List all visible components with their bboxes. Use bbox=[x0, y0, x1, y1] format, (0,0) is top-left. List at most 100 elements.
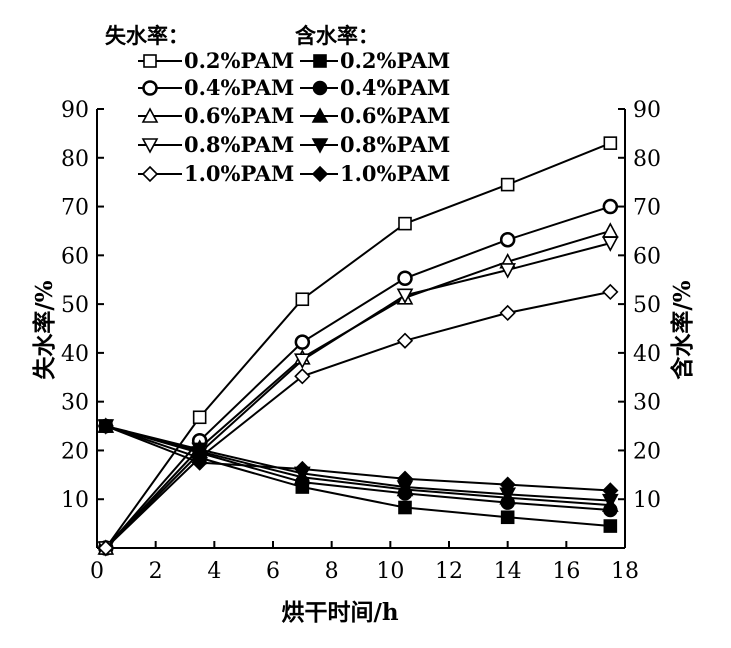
legend-item: 0.4%PAM bbox=[138, 75, 294, 100]
marker-square bbox=[313, 54, 327, 68]
x-tick-label: 4 bbox=[207, 559, 221, 584]
y-tick-label-right: 20 bbox=[633, 439, 661, 464]
marker-square bbox=[500, 510, 515, 525]
marker-square bbox=[143, 54, 157, 68]
y-tick-label-right: 90 bbox=[633, 98, 661, 123]
x-tick-label: 14 bbox=[494, 559, 522, 584]
series-line bbox=[104, 142, 611, 549]
marker-diamond bbox=[294, 368, 311, 385]
x-axis-label: 烘干时间/h bbox=[281, 599, 398, 626]
y-tick-label-left: 80 bbox=[61, 147, 89, 172]
marker-circle bbox=[602, 198, 619, 215]
legend-item: 1.0%PAM bbox=[300, 161, 450, 186]
marker-triangle-down bbox=[311, 138, 329, 154]
y-tick-label-right: 60 bbox=[633, 244, 661, 269]
marker-diamond bbox=[602, 482, 619, 499]
legend-item: 0.4%PAM bbox=[300, 75, 450, 100]
axes: 0 2 4 6 8 10 12 14 16 18 10 20 30 40 50 60 70 80 90 10 20 30 4… bbox=[61, 98, 661, 584]
legend-label: 0.4%PAM bbox=[184, 75, 294, 100]
legend-label: 0.4%PAM bbox=[340, 75, 450, 100]
y-tick-label-left: 30 bbox=[61, 391, 89, 416]
legend-item: 0.8%PAM bbox=[300, 132, 450, 157]
series-line bbox=[105, 425, 611, 528]
legend-label: 0.2%PAM bbox=[340, 48, 450, 73]
y-tick-label-right: 30 bbox=[633, 391, 661, 416]
legend-item: 0.2%PAM bbox=[138, 48, 294, 73]
y-tick-label-left: 90 bbox=[61, 98, 89, 123]
marker-square bbox=[500, 177, 515, 192]
marker-square bbox=[192, 410, 207, 425]
x-tick-label: 6 bbox=[266, 559, 280, 584]
series-line bbox=[105, 290, 611, 549]
marker-diamond bbox=[396, 332, 414, 349]
x-tick-label: 12 bbox=[435, 559, 463, 584]
legend-label: 0.8%PAM bbox=[340, 132, 450, 157]
series-loss-08PAM bbox=[97, 236, 619, 557]
marker-triangle-down bbox=[499, 263, 517, 279]
marker-diamond bbox=[311, 165, 329, 183]
x-tick-label: 0 bbox=[90, 559, 104, 584]
x-tick-label: 16 bbox=[552, 559, 580, 584]
legend-item: 0.6%PAM bbox=[138, 103, 294, 128]
legend-item: 0.8%PAM bbox=[138, 132, 294, 157]
series-loss-02PAM bbox=[99, 136, 618, 555]
marker-circle bbox=[312, 80, 328, 96]
marker-triangle-down bbox=[601, 236, 619, 252]
marker-diamond bbox=[141, 165, 159, 183]
marker-diamond bbox=[97, 539, 114, 557]
y-tick-label-left: 10 bbox=[61, 488, 89, 513]
y-tick-label-right: 50 bbox=[633, 293, 661, 318]
legend-header-loss: 失水率： bbox=[105, 23, 189, 48]
marker-square bbox=[295, 292, 310, 307]
legend-header-moisture: 含水率： bbox=[295, 23, 379, 48]
marker-triangle-down bbox=[396, 288, 414, 305]
series-line bbox=[105, 242, 611, 549]
marker-triangle-down bbox=[141, 138, 159, 154]
marker-triangle-up bbox=[141, 107, 159, 123]
marker-diamond bbox=[499, 304, 516, 322]
series-moisture-10PAM bbox=[97, 417, 619, 499]
legend-label: 0.2%PAM bbox=[184, 48, 294, 73]
marker-square bbox=[398, 216, 412, 231]
legend-label: 0.6%PAM bbox=[184, 103, 294, 128]
y-tick-label-left: 70 bbox=[61, 196, 89, 221]
marker-diamond bbox=[191, 454, 208, 471]
marker-triangle-down bbox=[293, 353, 311, 369]
marker-square bbox=[603, 519, 618, 533]
marker-circle bbox=[397, 270, 413, 287]
y-axis-right-label: 含水率/% bbox=[669, 280, 696, 379]
marker-triangle-up bbox=[311, 107, 329, 123]
marker-diamond bbox=[294, 460, 311, 478]
legend: 失水率： 含水率： 0.2%PAM0.4%PAM0.6%PAM0.8%PAM1.… bbox=[105, 23, 450, 186]
y-tick-label-right: 10 bbox=[633, 488, 661, 513]
marker-triangle-down bbox=[191, 442, 209, 459]
y-tick-label-left: 20 bbox=[61, 439, 89, 464]
marker-circle bbox=[294, 334, 311, 350]
legend-label: 1.0%PAM bbox=[340, 161, 450, 186]
legend-label: 0.6%PAM bbox=[340, 103, 450, 128]
y-axis-left-label: 失水率/% bbox=[31, 280, 58, 379]
series-line bbox=[105, 425, 611, 492]
series-line bbox=[105, 425, 611, 502]
y-tick-label-right: 70 bbox=[633, 196, 661, 221]
legend-label: 0.8%PAM bbox=[184, 132, 294, 157]
marker-diamond bbox=[499, 476, 516, 493]
marker-diamond bbox=[97, 417, 114, 435]
marker-square bbox=[398, 500, 412, 515]
series-line bbox=[105, 205, 611, 549]
series-layer bbox=[97, 136, 619, 557]
marker-circle bbox=[499, 231, 516, 248]
y-tick-label-right: 40 bbox=[633, 342, 661, 367]
marker-diamond bbox=[602, 283, 619, 301]
y-tick-label-left: 50 bbox=[61, 293, 89, 318]
series-moisture-08PAM bbox=[97, 419, 619, 510]
legend-item: 0.2%PAM bbox=[300, 48, 450, 73]
legend-item: 1.0%PAM bbox=[138, 161, 294, 186]
y-tick-label-right: 80 bbox=[633, 147, 661, 172]
marker-square bbox=[603, 136, 618, 150]
y-tick-label-left: 60 bbox=[61, 244, 89, 269]
x-tick-label: 10 bbox=[376, 559, 404, 584]
legend-label: 1.0%PAM bbox=[184, 161, 294, 186]
x-tick-label: 18 bbox=[611, 559, 639, 584]
